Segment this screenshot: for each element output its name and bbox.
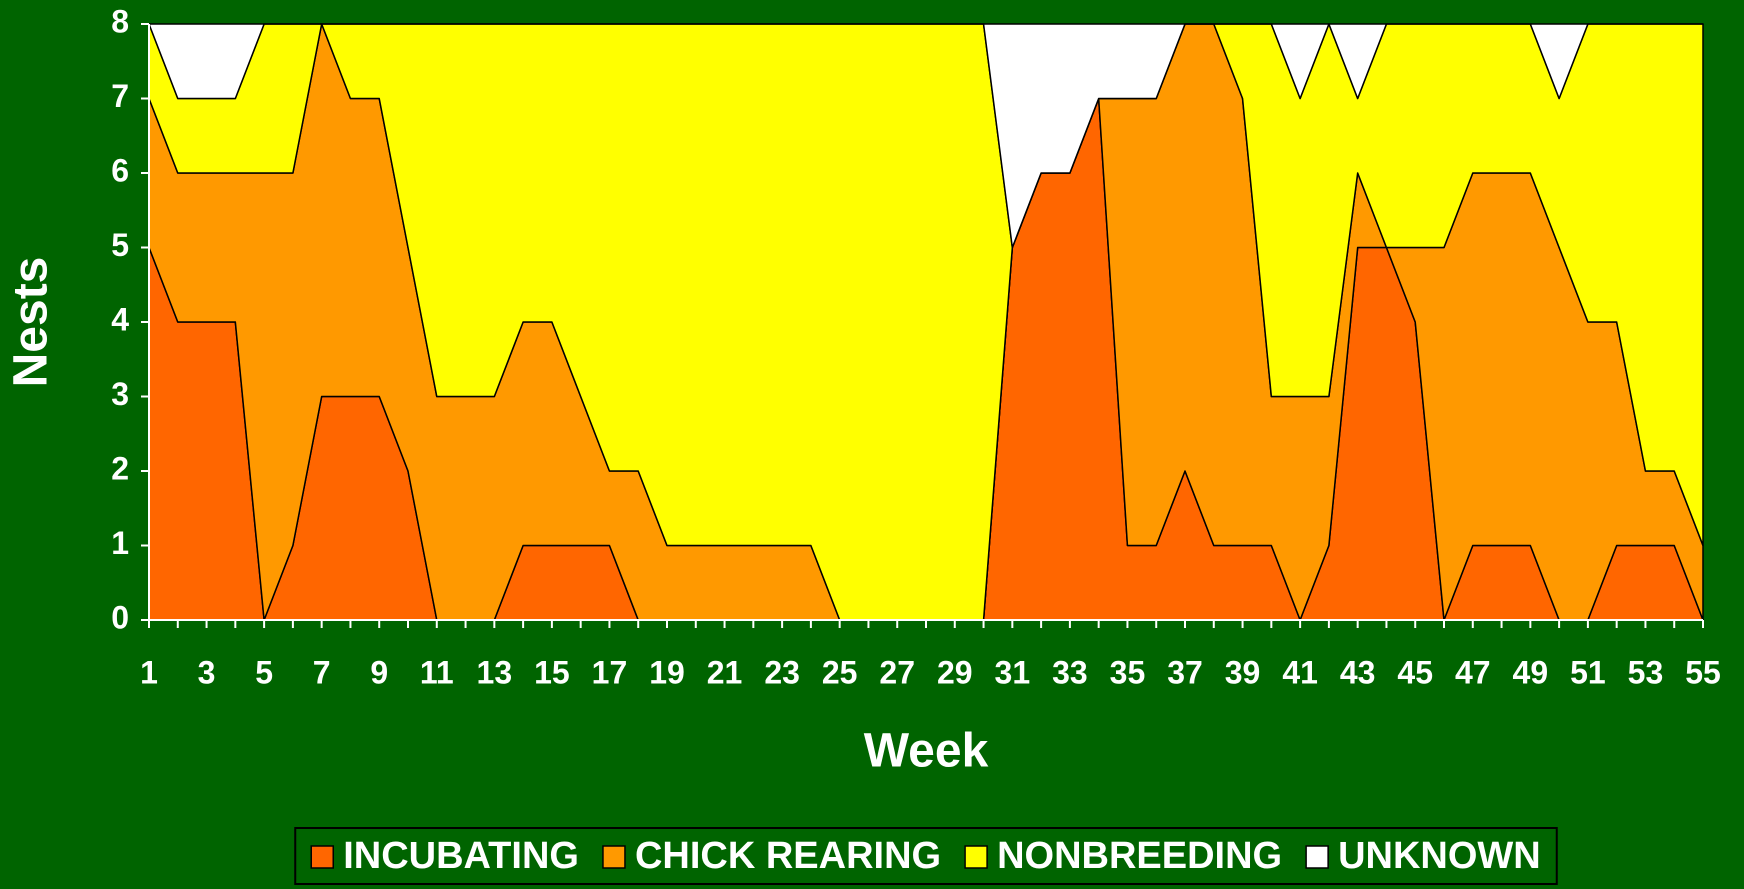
- x-tick-label: 25: [822, 654, 858, 690]
- legend-swatch: [310, 845, 334, 869]
- x-tick-label: 19: [649, 654, 685, 690]
- x-tick-label: 41: [1282, 654, 1318, 690]
- x-tick-label: 53: [1628, 654, 1664, 690]
- x-tick-label: 27: [879, 654, 915, 690]
- y-axis-title: Nests: [5, 257, 58, 388]
- x-tick-label: 11: [420, 654, 454, 690]
- y-tick-label: 6: [111, 152, 129, 188]
- x-tick-label: 21: [707, 654, 743, 690]
- x-tick-label: 55: [1685, 654, 1721, 690]
- legend-swatch: [602, 845, 626, 869]
- legend-box: [294, 827, 1558, 885]
- x-tick-label: 45: [1397, 654, 1433, 690]
- x-tick-label: 5: [255, 654, 273, 690]
- legend-label: UNKNOWN: [1338, 835, 1541, 877]
- x-axis-title: Week: [864, 725, 989, 778]
- x-tick-label: 3: [198, 654, 216, 690]
- x-tick-label: 33: [1052, 654, 1088, 690]
- x-tick-label: 37: [1167, 654, 1203, 690]
- x-tick-label: 49: [1513, 654, 1549, 690]
- y-tick-label: 3: [111, 376, 129, 412]
- x-tick-label: 9: [370, 654, 388, 690]
- y-tick-label: 0: [111, 599, 129, 635]
- x-tick-label: 31: [995, 654, 1031, 690]
- legend-swatch: [1305, 845, 1329, 869]
- legend-label: INCUBATING: [343, 835, 579, 877]
- y-tick-label: 1: [111, 525, 129, 561]
- legend-swatch: [964, 845, 988, 869]
- y-tick-label: 2: [111, 450, 129, 486]
- x-tick-label: 23: [764, 654, 800, 690]
- y-tick-label: 7: [111, 78, 129, 114]
- legend-label: CHICK REARING: [635, 835, 941, 877]
- x-tick-label: 29: [937, 654, 973, 690]
- y-tick-label: 5: [111, 227, 129, 263]
- x-tick-label: 35: [1110, 654, 1146, 690]
- y-tick-label: 4: [111, 301, 129, 337]
- x-tick-label: 51: [1570, 654, 1606, 690]
- x-tick-label: 15: [534, 654, 570, 690]
- x-tick-label: 43: [1340, 654, 1376, 690]
- y-tick-label: 8: [111, 3, 129, 39]
- legend-label: NONBREEDING: [997, 835, 1282, 877]
- x-tick-label: 7: [313, 654, 331, 690]
- x-tick-label: 39: [1225, 654, 1261, 690]
- x-tick-label: 47: [1455, 654, 1491, 690]
- x-tick-label: 17: [592, 654, 628, 690]
- x-tick-label: 1: [140, 654, 158, 690]
- x-tick-label: 13: [477, 654, 513, 690]
- area: [148, 23, 1704, 249]
